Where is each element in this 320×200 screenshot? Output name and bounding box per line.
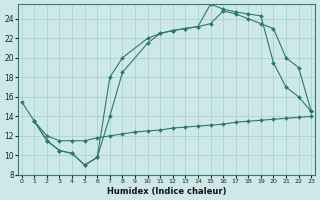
X-axis label: Humidex (Indice chaleur): Humidex (Indice chaleur) [107,187,226,196]
